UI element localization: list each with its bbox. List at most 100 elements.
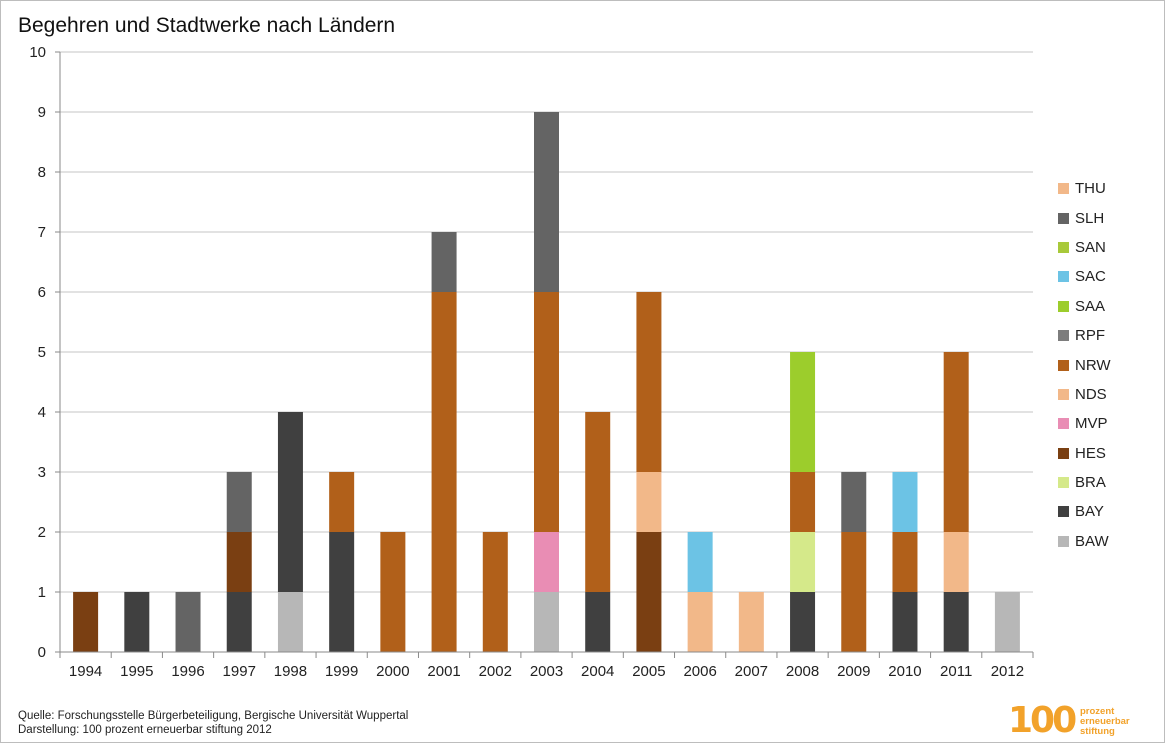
legend-item-bra: BRA bbox=[1058, 468, 1158, 497]
source-note: Quelle: Forschungsstelle Bürgerbeteiligu… bbox=[18, 709, 408, 737]
bar-segment-nds bbox=[738, 592, 764, 652]
bar-segment-bay bbox=[329, 532, 355, 652]
legend-label: SLH bbox=[1075, 209, 1105, 227]
legend-item-mvp: MVP bbox=[1058, 409, 1158, 438]
legend-label: NDS bbox=[1075, 385, 1107, 403]
legend-label: MVP bbox=[1075, 415, 1108, 433]
bar-segment-nds bbox=[943, 532, 969, 592]
x-tick-label: 1996 bbox=[171, 663, 204, 680]
y-tick-label: 8 bbox=[38, 164, 46, 181]
bar-segment-nrw bbox=[431, 292, 457, 652]
bar-segment-bay bbox=[226, 592, 252, 652]
legend-label: RPF bbox=[1075, 327, 1105, 345]
x-tick-label: 2011 bbox=[940, 663, 972, 680]
bar-segment-slh bbox=[431, 232, 457, 292]
bar-segment-nrw bbox=[636, 292, 662, 472]
bar-segment-nrw bbox=[892, 532, 918, 592]
legend-swatch bbox=[1058, 477, 1069, 489]
bar-segment-nrw bbox=[380, 532, 406, 652]
bar-segment-bra bbox=[790, 532, 816, 592]
x-tick-label: 2002 bbox=[479, 663, 512, 680]
y-tick-label: 6 bbox=[38, 284, 46, 301]
y-tick-label: 3 bbox=[38, 464, 46, 481]
bar-segment-bay bbox=[124, 592, 150, 652]
credit-line: Darstellung: 100 prozent erneuerbar stif… bbox=[18, 724, 272, 736]
x-tick-label: 2008 bbox=[786, 663, 819, 680]
x-tick-label: 2007 bbox=[735, 663, 768, 680]
bar-segment-nds bbox=[687, 592, 713, 652]
legend-swatch bbox=[1058, 506, 1069, 518]
legend-swatch bbox=[1058, 359, 1069, 371]
legend-label: NRW bbox=[1075, 356, 1111, 374]
legend-swatch bbox=[1058, 535, 1069, 547]
legend-swatch bbox=[1058, 241, 1069, 253]
y-tick-label: 0 bbox=[38, 644, 46, 661]
bar-segment-slh bbox=[534, 112, 559, 292]
x-tick-label: 2004 bbox=[581, 663, 614, 680]
bar-segment-nrw bbox=[534, 292, 559, 532]
y-tick-label: 2 bbox=[38, 524, 46, 541]
bar-segment-mvp bbox=[534, 532, 559, 592]
legend-label: BAW bbox=[1075, 532, 1109, 550]
chart-title: Begehren und Stadtwerke nach Ländern bbox=[18, 14, 396, 37]
bar-segment-nrw bbox=[790, 472, 816, 532]
bar-segment-hes bbox=[226, 532, 252, 592]
source-line: Quelle: Forschungsstelle Bürgerbeteiligu… bbox=[18, 710, 409, 722]
legend-label: SAA bbox=[1075, 297, 1106, 315]
bar-segment-nrw bbox=[482, 532, 508, 652]
x-tick-label: 1998 bbox=[274, 663, 307, 680]
legend-item-saa: SAA bbox=[1058, 292, 1158, 321]
x-axis: 1994 1995 1996 1997 1998 1999 2000 2001 2002 2003… bbox=[59, 651, 1034, 680]
logo-line-3: stiftung bbox=[1080, 726, 1115, 737]
bar-segment-hes bbox=[636, 532, 662, 652]
bar-segment-nrw bbox=[329, 472, 355, 532]
legend-label: SAN bbox=[1075, 238, 1106, 256]
bar-segment-slh bbox=[226, 472, 252, 532]
bar-segment-sac bbox=[892, 472, 918, 532]
bar-segment-nrw bbox=[585, 412, 611, 592]
bar-segment-bay bbox=[892, 592, 918, 652]
bar-segment-bay bbox=[585, 592, 611, 652]
y-tick-label: 9 bbox=[38, 104, 46, 121]
x-tick-label: 1995 bbox=[120, 663, 153, 680]
legend-item-hes: HES bbox=[1058, 439, 1158, 468]
logo-line-1: prozent bbox=[1080, 706, 1115, 717]
legend-item-sac: SAC bbox=[1058, 262, 1158, 291]
legend-label: SAC bbox=[1075, 268, 1106, 286]
legend-swatch bbox=[1058, 183, 1069, 195]
legend-swatch bbox=[1058, 388, 1069, 400]
x-tick-label: 2009 bbox=[837, 663, 870, 680]
bar-segment-baw bbox=[277, 592, 303, 652]
y-axis: 0 1 2 3 4 5 6 7 8 9 10 bbox=[29, 44, 61, 661]
logo-line-2: erneuerbar bbox=[1080, 716, 1130, 727]
legend-swatch bbox=[1058, 418, 1069, 430]
x-tick-label: 1997 bbox=[223, 663, 256, 680]
stiftung-logo: 100 prozent erneuerbar stiftung bbox=[1008, 701, 1148, 741]
legend-label: THU bbox=[1075, 180, 1106, 198]
legend-item-nds: NDS bbox=[1058, 380, 1158, 409]
legend-swatch bbox=[1058, 330, 1069, 342]
legend-swatch bbox=[1058, 212, 1069, 224]
legend-item-rpf: RPF bbox=[1058, 321, 1158, 350]
legend-swatch bbox=[1058, 271, 1069, 283]
legend-item-bay: BAY bbox=[1058, 497, 1158, 526]
bar-segment-baw bbox=[534, 592, 559, 652]
bar-segment-slh bbox=[841, 472, 867, 532]
x-tick-label: 2012 bbox=[991, 663, 1024, 680]
bar-segment-hes bbox=[73, 592, 99, 652]
legend-item-nrw: NRW bbox=[1058, 350, 1158, 379]
logo-number: 100 bbox=[1008, 700, 1077, 741]
stacked-bar-chart: 0 1 2 3 4 5 6 7 8 9 10 1994 1995 1996 1997 1998 1999 200… bbox=[29, 44, 1034, 680]
legend: THU SLH SAN SAC SAA RPF NRW NDS MVP HES BRA BAY BAW bbox=[1058, 174, 1158, 556]
bar-segment-nrw bbox=[841, 532, 867, 652]
x-tick-label: 2001 bbox=[427, 663, 460, 680]
bar-segment-nrw bbox=[943, 352, 969, 532]
y-tick-label: 5 bbox=[38, 344, 46, 361]
bar-segment-bay bbox=[790, 592, 816, 652]
bar-segment-saa bbox=[790, 352, 816, 472]
legend-label: BAY bbox=[1075, 503, 1104, 521]
y-tick-label: 10 bbox=[29, 44, 46, 61]
y-tick-label: 4 bbox=[38, 404, 46, 421]
bars bbox=[73, 112, 1020, 652]
bar-segment-sac bbox=[687, 532, 713, 592]
